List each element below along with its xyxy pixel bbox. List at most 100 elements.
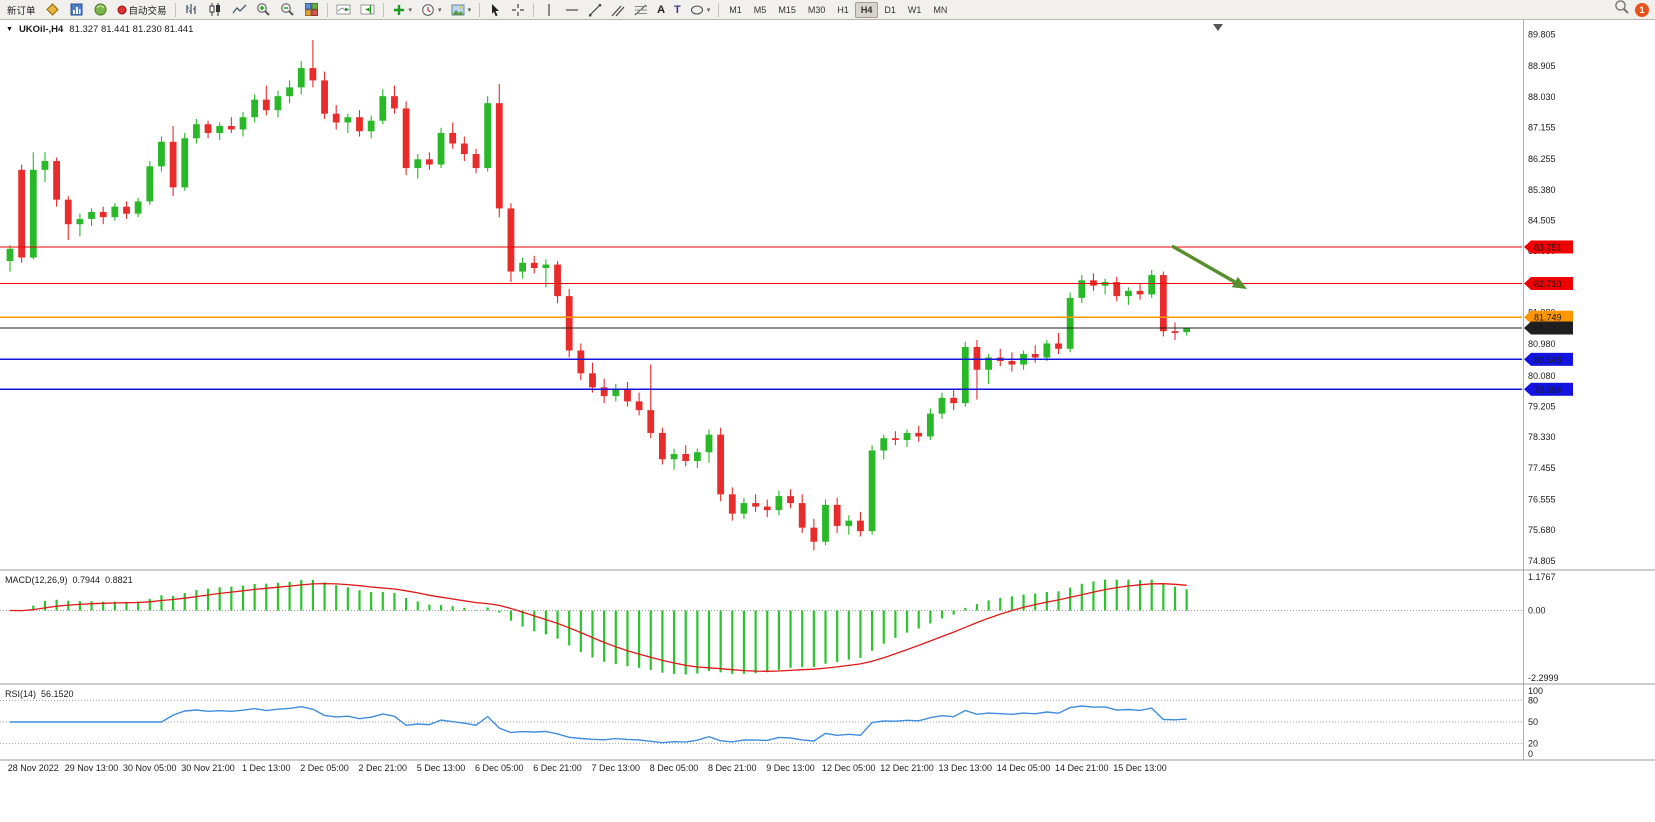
candle bbox=[600, 378, 608, 404]
candle bbox=[99, 206, 107, 225]
shapes-icon bbox=[690, 5, 703, 14]
candle bbox=[460, 136, 468, 162]
notification-badge[interactable]: 1 bbox=[1635, 2, 1649, 17]
price-tag-value: 83.751 bbox=[1534, 242, 1562, 252]
timeframe-m15[interactable]: M15 bbox=[778, 4, 796, 15]
candle bbox=[414, 154, 422, 179]
timeframe-d1[interactable]: D1 bbox=[884, 4, 896, 15]
fibonacci-icon[interactable] bbox=[630, 0, 652, 19]
periods-button[interactable]: ▾ bbox=[417, 0, 446, 19]
bar-chart-icon[interactable] bbox=[180, 0, 203, 19]
channel-icon[interactable] bbox=[607, 0, 629, 19]
candle bbox=[402, 101, 410, 176]
price-tag-value: 82.710 bbox=[1534, 279, 1562, 289]
price-tag-81749[interactable]: 81.749 bbox=[1524, 310, 1573, 324]
macd-main-value: 0.7944 bbox=[72, 575, 101, 585]
rsi-axis-label: 0 bbox=[1528, 749, 1533, 759]
time-axis-label: 29 Nov 13:00 bbox=[65, 763, 119, 773]
candle bbox=[158, 136, 165, 172]
timeframe-m5[interactable]: M5 bbox=[753, 4, 767, 15]
candle bbox=[309, 40, 317, 88]
candle bbox=[391, 85, 398, 114]
data-window-icon[interactable] bbox=[65, 0, 88, 19]
vertical-line-icon[interactable] bbox=[538, 0, 560, 19]
annotation-arrow[interactable] bbox=[1171, 244, 1247, 289]
candle bbox=[1113, 276, 1121, 302]
timeframe-h4[interactable]: H4 bbox=[854, 1, 879, 18]
shapes-button[interactable]: ▾ bbox=[686, 0, 715, 19]
rsi-axis-label: 20 bbox=[1528, 739, 1538, 749]
candle bbox=[961, 341, 969, 407]
timeframe-h1[interactable]: H1 bbox=[837, 4, 849, 15]
price-axis-label: 77.455 bbox=[1528, 463, 1556, 473]
zoom-out-icon[interactable] bbox=[276, 0, 299, 19]
chart-shift-icon[interactable] bbox=[356, 0, 379, 19]
market-watch-icon[interactable] bbox=[41, 0, 64, 19]
candle bbox=[356, 110, 363, 137]
label-icon[interactable]: T bbox=[670, 0, 685, 19]
candle bbox=[1136, 283, 1144, 300]
timeframe-w1[interactable]: W1 bbox=[907, 4, 922, 15]
rsi-label: RSI(14) 56.1520 bbox=[5, 689, 74, 699]
time-axis-label: 28 Nov 2022 bbox=[8, 763, 59, 773]
chart-workspace: 89.805 88.905 88.030 87.155 86.255 85.380 84.5… bbox=[0, 20, 1655, 822]
candlestick-chart-icon[interactable] bbox=[204, 0, 227, 19]
candle bbox=[332, 104, 340, 130]
timeframe-m1[interactable]: M1 bbox=[729, 4, 742, 15]
candle bbox=[833, 497, 841, 533]
timeframe-m30[interactable]: M30 bbox=[807, 4, 826, 15]
price-tag-80548[interactable]: 80.548 bbox=[1524, 352, 1573, 366]
auto-trading-button[interactable]: 自动交易 bbox=[113, 0, 171, 19]
candle bbox=[286, 80, 293, 104]
candle bbox=[53, 157, 60, 207]
price-axis-label: 89.805 bbox=[1528, 30, 1556, 40]
price-tag-82710[interactable]: 82.710 bbox=[1524, 276, 1573, 290]
horizontal-line-icon[interactable] bbox=[561, 0, 583, 19]
cursor-icon[interactable] bbox=[484, 0, 506, 19]
price-tag-83751[interactable]: 83.751 bbox=[1524, 240, 1573, 254]
candle bbox=[484, 96, 492, 172]
candle bbox=[577, 343, 585, 381]
candle bbox=[705, 429, 713, 463]
one-click-trading-toggle[interactable]: ▼ bbox=[6, 26, 13, 33]
price-tag-value: 79.694 bbox=[1534, 385, 1562, 395]
text-icon[interactable]: A bbox=[653, 0, 669, 19]
candle bbox=[495, 83, 503, 218]
notification-count: 1 bbox=[1639, 4, 1645, 15]
candle bbox=[670, 448, 678, 470]
chart-shift-marker[interactable] bbox=[1213, 24, 1223, 31]
rsi-value: 56.1520 bbox=[41, 689, 74, 699]
indicators-button[interactable]: ▾ bbox=[388, 0, 417, 19]
price-axis-label: 80.980 bbox=[1528, 339, 1556, 349]
line-chart-icon[interactable] bbox=[228, 0, 251, 19]
candle bbox=[367, 115, 375, 139]
tile-windows-icon[interactable] bbox=[300, 0, 323, 19]
navigator-icon[interactable] bbox=[89, 0, 112, 19]
candle bbox=[18, 164, 26, 263]
candle bbox=[204, 120, 212, 139]
time-axis-label: 12 Dec 05:00 bbox=[822, 763, 876, 773]
price-tag-79694[interactable]: 79.694 bbox=[1524, 382, 1573, 396]
trendline-icon[interactable] bbox=[584, 0, 606, 19]
auto-scroll-icon[interactable] bbox=[332, 0, 355, 19]
candle bbox=[1055, 332, 1062, 355]
candle bbox=[647, 364, 655, 439]
price-axis-label: 75.680 bbox=[1528, 525, 1556, 535]
price-tag-81441[interactable]: 81.441 bbox=[1524, 321, 1573, 335]
candle bbox=[624, 382, 631, 407]
time-axis[interactable] bbox=[0, 760, 1655, 822]
timeframe-mn[interactable]: MN bbox=[933, 4, 948, 15]
price-tag-value: 81.749 bbox=[1534, 313, 1562, 323]
rsi-line bbox=[10, 705, 1187, 744]
templates-button[interactable]: ▾ bbox=[447, 0, 476, 19]
toolbar: 新订单 自动交易 bbox=[0, 0, 1655, 20]
new-order-button[interactable]: 新订单 bbox=[3, 0, 40, 19]
candle bbox=[530, 255, 538, 274]
crosshair-icon[interactable] bbox=[507, 0, 529, 19]
candle bbox=[926, 408, 934, 440]
candle bbox=[635, 392, 643, 416]
zoom-in-icon[interactable] bbox=[252, 0, 275, 19]
search-icon[interactable] bbox=[1614, 0, 1630, 20]
chart-plot-area[interactable] bbox=[0, 20, 1522, 570]
